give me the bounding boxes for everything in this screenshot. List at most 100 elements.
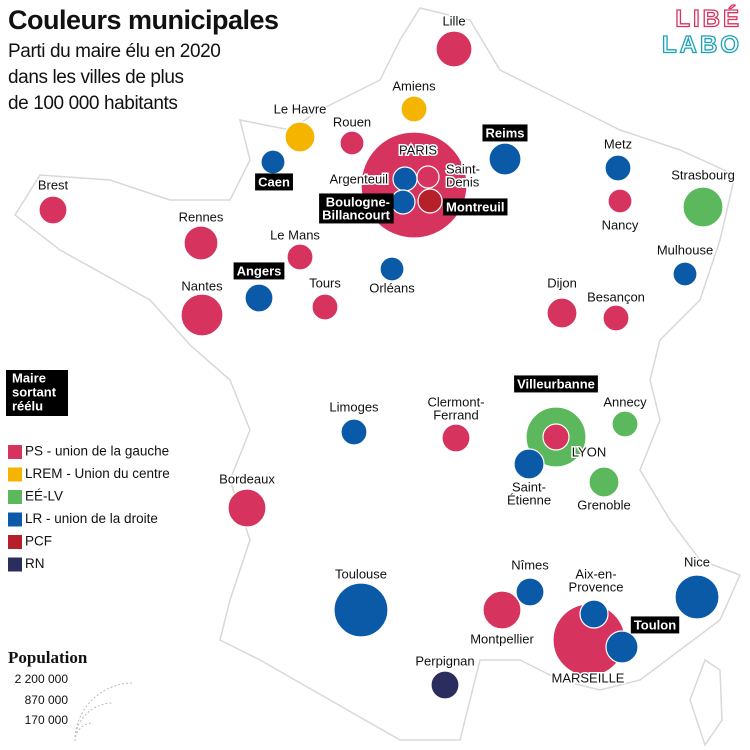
city-label: Nancy (600, 216, 640, 234)
population-rings (74, 682, 134, 742)
logo: LABO (662, 31, 742, 58)
city-label: Angers (233, 262, 285, 280)
legend-label: LREM - Union du centre (25, 466, 170, 481)
city-name: Argenteuil (329, 171, 388, 186)
city-name: Nantes (181, 278, 223, 293)
city-name: Aix-en- (575, 566, 616, 581)
subtitle: de 100 000 habitants (8, 93, 178, 114)
city-label: Saint-Denis (445, 160, 482, 191)
city-circle (392, 166, 418, 192)
city-name: Grenoble (577, 497, 630, 512)
city-circle (340, 418, 368, 446)
city-label: PARIS (397, 141, 438, 159)
city-name: Nice (684, 554, 710, 569)
city-circle (611, 410, 639, 438)
city-name: MARSEILLE (552, 670, 625, 685)
city-label: Dijon (546, 274, 579, 292)
city-label: Amiens (391, 77, 438, 95)
city-circle (435, 30, 473, 68)
city-circle (183, 225, 219, 261)
city-label-reelected: Villeurbanne (517, 376, 595, 391)
city-name: Lille (442, 13, 465, 28)
city-label-reelected: Angers (237, 263, 282, 278)
city-circle (339, 130, 365, 156)
city-circle (333, 582, 389, 638)
city-label: Reims (482, 124, 528, 142)
city-label: Besançon (586, 288, 647, 306)
city-name: Brest (38, 177, 69, 192)
city-circle (260, 149, 286, 175)
city-label: Boulogne-Billancourt (319, 193, 394, 224)
city-label: Limoges (328, 398, 381, 416)
legend-label: EÉ-LV (25, 489, 63, 504)
city-label: Le Mans (269, 226, 322, 244)
legend-label: RN (25, 556, 45, 571)
city-name: Nancy (602, 217, 639, 232)
logo: LIBÉ (675, 4, 742, 32)
city-label-reelected: Boulogne- (326, 194, 390, 209)
city-circle (390, 189, 416, 215)
city-label: Saint-Étienne (505, 478, 552, 509)
city-label: Caen (255, 173, 293, 191)
reelected-box (630, 616, 680, 634)
reelected-box (255, 173, 293, 191)
city-circle (180, 293, 224, 337)
legend-swatch (8, 445, 22, 459)
city-circle (488, 142, 522, 176)
ring (74, 702, 114, 742)
city-name: PARIS (399, 142, 437, 157)
legend-label: PS - union de la gauche (25, 444, 169, 459)
reelected-box (319, 193, 394, 224)
city-label: Clermont-Ferrand (426, 393, 486, 424)
city-circle (482, 590, 522, 630)
city-circle (602, 304, 630, 332)
city-label: Villeurbanne (514, 375, 598, 393)
legend-swatch (8, 535, 22, 549)
legend-label: PCF (25, 534, 52, 549)
city-label: Mulhouse (655, 241, 714, 259)
city-label-reelected: Caen (258, 174, 290, 189)
city-name: Dijon (547, 275, 577, 290)
city-label: Montpellier (469, 630, 536, 648)
city-label: Grenoble (576, 496, 632, 514)
city-label: Perpignan (414, 652, 476, 670)
city-name: Toulouse (335, 566, 387, 581)
population-value: 2 200 000 (15, 672, 69, 686)
reelected-box (233, 262, 285, 280)
city-circle (542, 423, 570, 451)
city-circle (286, 243, 314, 271)
reelected-box (6, 370, 68, 416)
city-name: Annecy (603, 394, 647, 409)
city-name: Mulhouse (657, 242, 713, 257)
city-label: Brest (36, 176, 70, 194)
city-label: Nice (682, 553, 711, 571)
city-label-reelected: Montreuil (446, 199, 505, 214)
population-value: 870 000 (25, 693, 69, 707)
city-label: LYON (570, 443, 607, 461)
city-label: Toulouse (333, 565, 388, 583)
city-circle (416, 165, 440, 189)
city-label: Orléans (368, 279, 417, 297)
city-name: Saint- (446, 161, 480, 176)
city-label: Strasbourg (670, 166, 737, 184)
city-circle (430, 670, 460, 700)
city-name: Rennes (179, 209, 224, 224)
city-circle (672, 261, 698, 287)
city-name: Nîmes (511, 557, 549, 572)
city-circle (682, 186, 724, 228)
city-circle (604, 154, 632, 182)
city-label-reelected: Toulon (634, 617, 676, 632)
city-circle (400, 95, 428, 123)
subtitle: dans les villes de plus (8, 67, 184, 88)
city-name: LYON (572, 444, 606, 459)
city-name: Strasbourg (671, 167, 735, 182)
legend-swatch (8, 467, 22, 482)
city-name: Saint- (512, 479, 546, 494)
city-circle (379, 256, 405, 282)
city-label: Le Havre (272, 100, 328, 118)
city-label: Montreuil (443, 198, 508, 216)
reelected-label: réélu (12, 398, 43, 413)
city-circle (605, 630, 639, 664)
legend-swatch (8, 490, 22, 504)
city-circle (588, 466, 620, 498)
